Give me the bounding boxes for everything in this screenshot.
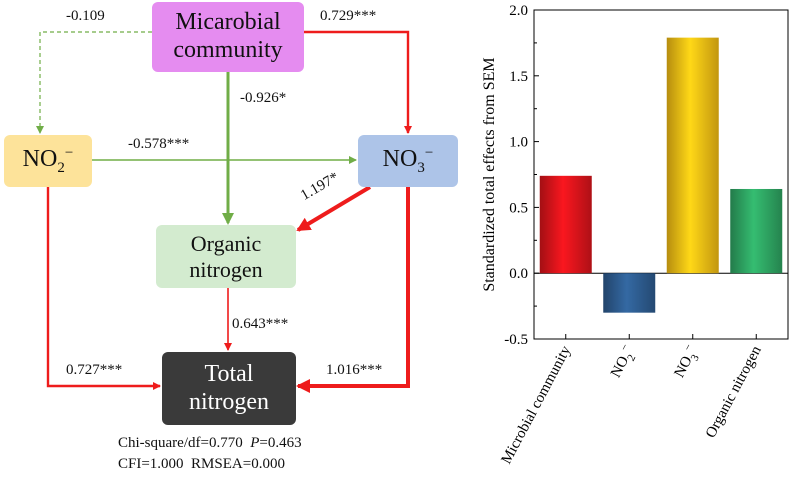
path-no2-to-total xyxy=(46,187,161,390)
node-organic-nitrogen: Organic nitrogen xyxy=(156,225,296,288)
node-total-line2: nitrogen xyxy=(189,388,269,415)
y-axis-label: Standardized total effects from SEM xyxy=(481,57,498,291)
x-tick-label: NO3− xyxy=(669,342,705,382)
bar-2 xyxy=(666,37,719,274)
no3-base: NO xyxy=(382,145,418,172)
node-no3-label: NO3− xyxy=(383,145,434,177)
node-microbial-line2: community xyxy=(173,37,283,63)
fit-p-label: P xyxy=(250,435,260,451)
path-no3-to-organic xyxy=(296,185,372,232)
node-nitrite: NO2− xyxy=(4,135,92,187)
coef-no3-total: 1.016*** xyxy=(326,362,383,378)
coef-microbial-no3: 0.729*** xyxy=(320,8,377,24)
bar-0 xyxy=(539,175,592,274)
plot-frame xyxy=(533,9,789,340)
node-no2-label: NO2− xyxy=(23,145,74,177)
y-tick-label: 1.5 xyxy=(509,69,528,85)
node-microbial-community: Micarobial community xyxy=(152,2,304,72)
x-tick-label: Organic nitrogen xyxy=(703,343,765,441)
no3-sup: − xyxy=(424,144,434,161)
no3-sub: 3 xyxy=(417,159,425,176)
coef-organic-total: 0.643*** xyxy=(232,316,289,332)
y-tick-label: 1.0 xyxy=(509,135,528,151)
coef-microbial-organic: -0.926* xyxy=(240,90,287,106)
bar-1 xyxy=(603,273,656,313)
path-microbial-to-no3 xyxy=(304,30,412,134)
no2-base: NO xyxy=(22,145,58,172)
node-organic-line1: Organic xyxy=(190,231,262,257)
node-total-nitrogen: Total nitrogen xyxy=(162,352,296,425)
node-total-line1: Total xyxy=(204,360,254,387)
path-no3-to-total xyxy=(296,187,410,393)
x-tick-label: NO2− xyxy=(605,342,641,382)
coef-no2-no3: -0.578*** xyxy=(128,136,190,152)
node-organic-line2: nitrogen xyxy=(189,256,263,282)
sem-path-diagram xyxy=(36,30,412,393)
coef-microbial-no2: -0.109 xyxy=(66,8,105,24)
model-fit-line2: CFI=1.000 RMSEA=0.000 xyxy=(118,456,285,472)
total-effects-bar-chart: -0.5 0.0 0.5 1.0 1.5 2.0 Standardized total ef… xyxy=(481,3,789,467)
model-fit-line1: Chi-square/df=0.770 P=0.463 xyxy=(118,435,302,452)
y-tick-label: 0.0 xyxy=(509,266,528,282)
y-tick-label: 2.0 xyxy=(509,3,528,19)
path-microbial-to-no2 xyxy=(36,31,152,134)
coef-no2-total: 0.727*** xyxy=(66,362,123,378)
node-microbial-line1: Micarobial xyxy=(175,9,281,36)
x-tick-label: Microbial community xyxy=(499,343,575,467)
bar-3 xyxy=(730,188,783,274)
y-tick-label: -0.5 xyxy=(504,332,528,348)
no2-sub: 2 xyxy=(57,159,65,176)
node-nitrate: NO3− xyxy=(358,135,458,187)
y-tick-label: 0.5 xyxy=(509,200,528,216)
fit-chisq: Chi-square/df=0.770 xyxy=(118,435,243,451)
fit-p-value: =0.463 xyxy=(259,435,302,451)
no2-sup: − xyxy=(64,144,74,161)
